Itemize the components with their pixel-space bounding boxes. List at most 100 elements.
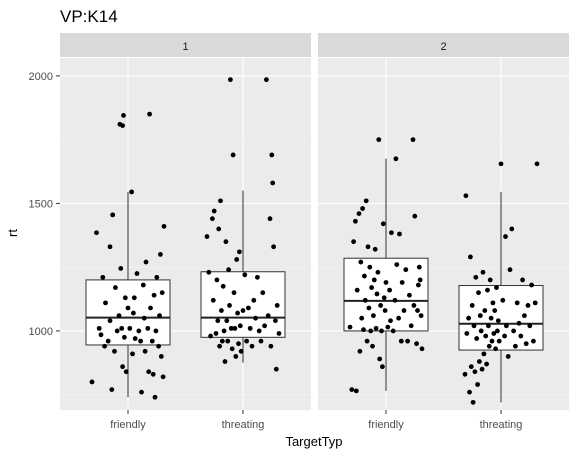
- data-point: [474, 336, 480, 341]
- data-point: [256, 328, 262, 334]
- data-point: [366, 305, 372, 311]
- data-point: [479, 366, 485, 372]
- data-point: [276, 331, 282, 336]
- data-point: [468, 364, 474, 370]
- data-point: [109, 387, 115, 392]
- data-point: [491, 331, 497, 336]
- data-point: [371, 277, 377, 283]
- data-point: [273, 318, 278, 324]
- data-point: [125, 305, 131, 311]
- data-point: [487, 277, 493, 283]
- facet-strip-label: 1: [182, 41, 188, 53]
- data-point: [246, 305, 251, 311]
- data-point: [378, 303, 383, 308]
- data-point: [389, 230, 394, 236]
- data-point: [264, 77, 269, 83]
- data-point: [265, 313, 271, 319]
- data-point: [354, 287, 360, 293]
- data-point: [89, 379, 95, 385]
- data-point: [380, 364, 385, 370]
- data-point: [466, 315, 471, 321]
- data-point: [154, 274, 160, 280]
- data-point: [274, 303, 280, 308]
- data-point: [503, 234, 508, 239]
- data-point: [131, 310, 136, 316]
- data-point: [210, 216, 215, 222]
- data-point: [127, 325, 133, 331]
- data-point: [130, 351, 135, 357]
- data-point: [94, 230, 99, 236]
- data-point: [392, 297, 398, 303]
- data-point: [98, 332, 104, 338]
- data-point: [534, 161, 540, 167]
- data-point: [227, 303, 232, 308]
- data-point: [387, 287, 392, 293]
- data-point: [237, 323, 243, 329]
- data-point: [139, 389, 144, 395]
- data-point: [219, 308, 224, 313]
- data-point: [415, 308, 420, 313]
- data-point: [532, 300, 538, 306]
- x-axis: friendly threating friendly threating: [110, 410, 522, 431]
- data-point: [244, 338, 250, 344]
- data-point: [260, 290, 266, 296]
- data-point: [493, 346, 498, 352]
- data-point: [249, 343, 255, 349]
- x-tick-label: friendly: [110, 419, 146, 431]
- data-point: [502, 333, 507, 339]
- data-point: [489, 338, 495, 344]
- data-point: [495, 318, 501, 324]
- data-point: [349, 387, 355, 392]
- data-point: [113, 285, 118, 290]
- data-point: [363, 198, 369, 204]
- data-point: [223, 239, 229, 245]
- data-point: [464, 331, 470, 336]
- data-point: [268, 343, 274, 349]
- data-point: [471, 323, 477, 329]
- data-point: [242, 272, 248, 278]
- data-point: [230, 152, 236, 158]
- data-point: [233, 354, 239, 359]
- data-point: [393, 156, 399, 162]
- data-point: [213, 331, 219, 336]
- data-point: [100, 274, 106, 280]
- data-point: [159, 290, 165, 296]
- data-point: [518, 333, 524, 339]
- data-point: [370, 343, 375, 349]
- data-point: [382, 308, 388, 313]
- y-axis: 1000 1500 2000: [29, 71, 60, 338]
- data-point: [419, 346, 425, 352]
- data-point: [232, 325, 238, 331]
- data-point: [529, 282, 534, 288]
- data-point: [251, 297, 257, 303]
- data-point: [486, 323, 491, 329]
- chart-title: VP:K14: [60, 7, 118, 26]
- data-point: [229, 346, 235, 352]
- points-friendly: [89, 111, 167, 400]
- data-point: [407, 292, 412, 298]
- panel-background: [60, 58, 311, 410]
- data-point: [411, 303, 417, 308]
- data-point: [394, 262, 400, 268]
- data-point: [462, 371, 468, 377]
- data-point: [372, 246, 378, 252]
- data-point: [525, 303, 531, 308]
- facet-panel-2: 2: [318, 33, 569, 410]
- data-point: [122, 334, 127, 340]
- data-point: [148, 305, 153, 311]
- data-point: [269, 152, 275, 158]
- data-point: [152, 394, 158, 400]
- data-point: [131, 295, 137, 301]
- data-point: [220, 283, 226, 289]
- data-point: [362, 273, 367, 279]
- data-point: [143, 259, 149, 265]
- data-point: [255, 274, 260, 280]
- data-point: [473, 274, 479, 280]
- data-point: [531, 338, 536, 344]
- points-threating: [204, 77, 282, 372]
- data-point: [149, 338, 155, 344]
- data-point: [361, 327, 366, 333]
- data-point: [383, 280, 389, 285]
- data-point: [215, 318, 221, 324]
